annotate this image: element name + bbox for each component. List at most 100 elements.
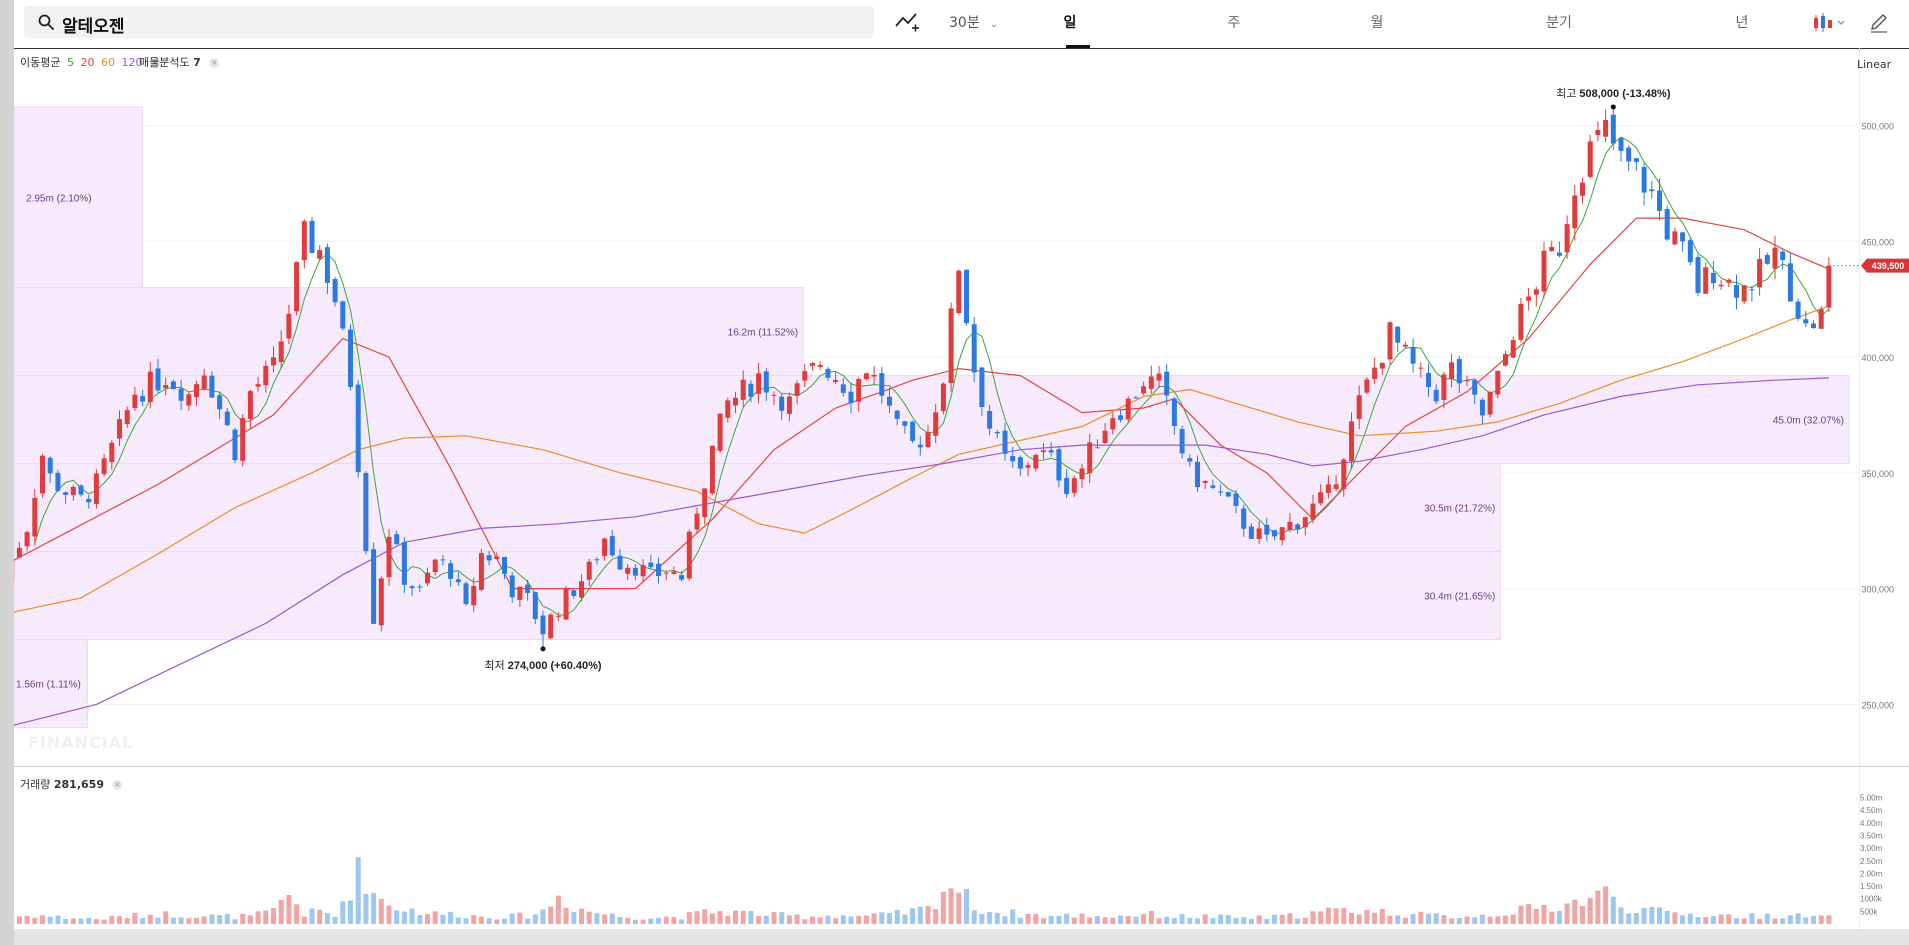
volume-bar — [871, 913, 877, 924]
volume-bar — [278, 899, 284, 924]
volume-bar — [1610, 896, 1616, 924]
volume-bar — [1749, 913, 1755, 924]
volume-bar — [555, 895, 561, 924]
volume-bar — [1318, 911, 1324, 924]
candle-body — [63, 492, 69, 495]
tab-monthly[interactable]: 월 — [1370, 15, 1384, 31]
candle-body — [1225, 492, 1231, 497]
volume-bar — [987, 912, 993, 924]
volume-tick-label: 2.50m — [1860, 857, 1883, 866]
price-tick-label: 350,000 — [1861, 469, 1894, 479]
volume-bar — [532, 914, 538, 924]
volume-bar — [170, 917, 176, 924]
candle-body — [894, 410, 900, 419]
tab-daily[interactable]: 일 — [1063, 15, 1077, 31]
candle-body — [340, 301, 346, 329]
volume-bar — [1533, 908, 1539, 924]
volume-bar — [1102, 917, 1108, 924]
candle-body — [756, 373, 762, 394]
volume-profile-label: 매물분석도 — [139, 56, 190, 69]
volume-bar — [971, 910, 977, 924]
tab-yearly[interactable]: 년 — [1735, 15, 1749, 31]
volume-bar — [1441, 915, 1447, 924]
candle-body — [1718, 284, 1724, 287]
tab-quarterly[interactable]: 분기 — [1546, 15, 1572, 31]
candle-body — [1233, 493, 1239, 506]
candle-body — [609, 536, 615, 556]
volume-bar — [917, 906, 923, 924]
candle-body — [579, 581, 584, 598]
price-chart[interactable]: 2.95m (2.10%)16.2m (11.52%)13.8m (9.84%)… — [14, 0, 1909, 945]
candle-body — [1641, 166, 1647, 193]
volume-bar — [1472, 917, 1478, 924]
volume-bar — [425, 914, 430, 924]
candle-body — [540, 615, 546, 635]
pane-divider[interactable] — [14, 766, 1909, 767]
candle-body — [1202, 480, 1208, 483]
ma-20-line — [14, 217, 1830, 590]
volume-bar — [1379, 908, 1385, 924]
remove-volume-icon[interactable]: × — [112, 780, 123, 790]
candle-body — [509, 575, 515, 598]
volume-bar — [1449, 918, 1455, 924]
volume-bar — [840, 915, 846, 924]
candle-body — [278, 341, 284, 363]
volume-profile-legend[interactable]: 매물분석도 7 × — [139, 54, 220, 70]
tab-weekly[interactable]: 주 — [1227, 15, 1241, 31]
volume-bar — [817, 917, 823, 924]
volume-bar — [1456, 918, 1462, 924]
pencil-icon[interactable] — [1867, 11, 1891, 35]
candle-body — [486, 555, 492, 561]
candle-body — [70, 486, 76, 496]
candle-body — [455, 579, 461, 583]
candle-body — [1179, 429, 1185, 454]
volume-legend[interactable]: 거래량 281,659 × — [20, 776, 123, 792]
volume-bar — [548, 906, 554, 924]
candle-body — [594, 559, 600, 561]
volume-bar — [825, 915, 831, 924]
volume-bar — [1526, 904, 1532, 924]
candle-body — [648, 562, 654, 568]
candle-body — [1541, 250, 1547, 292]
candle-body — [1341, 459, 1347, 490]
volume-bar — [1780, 918, 1786, 924]
volume-bar — [679, 919, 685, 924]
candle-body — [1356, 395, 1362, 419]
remove-volume-profile-icon[interactable]: × — [209, 58, 220, 68]
stock-search-box[interactable]: 알테오젠 — [24, 6, 874, 38]
remove-ma-icon[interactable]: × — [150, 58, 161, 68]
candle-body — [170, 381, 176, 390]
volume-bar — [802, 919, 808, 924]
candle-body — [1387, 322, 1393, 360]
volume-bar — [1718, 914, 1724, 924]
candle-body — [1002, 430, 1008, 454]
candle-body — [55, 472, 61, 491]
volume-bar — [1703, 917, 1709, 924]
candle-body — [1272, 530, 1277, 537]
candle-body — [24, 532, 30, 547]
volume-bar — [1041, 918, 1046, 924]
candle-body — [1325, 484, 1331, 493]
moving-average-legend[interactable]: 이동평균 5 20 60 120 × — [20, 54, 161, 70]
volume-bar — [625, 917, 631, 924]
candle-body — [47, 457, 53, 474]
volume-bar — [1179, 913, 1185, 924]
volume-bar — [640, 919, 646, 924]
volume-bar — [1156, 918, 1162, 924]
candle-body — [348, 329, 353, 387]
candle-type-icon[interactable] — [1811, 11, 1847, 35]
candle-body — [371, 549, 377, 624]
interval-dropdown[interactable]: 30분 ⌄ — [949, 12, 998, 32]
candle-body — [478, 553, 484, 590]
drawing-tool-icon[interactable] — [894, 10, 920, 34]
volume-bar — [717, 911, 723, 924]
volume-bar — [571, 911, 577, 924]
candle-body — [1364, 379, 1370, 393]
volume-bar — [209, 914, 215, 924]
candle-body — [863, 373, 869, 380]
candle-body — [810, 363, 815, 366]
candle-body — [887, 396, 892, 406]
volume-bar — [432, 911, 438, 924]
scale-mode-toggle[interactable]: Linear — [1857, 58, 1892, 71]
volume-bar — [1426, 913, 1431, 924]
